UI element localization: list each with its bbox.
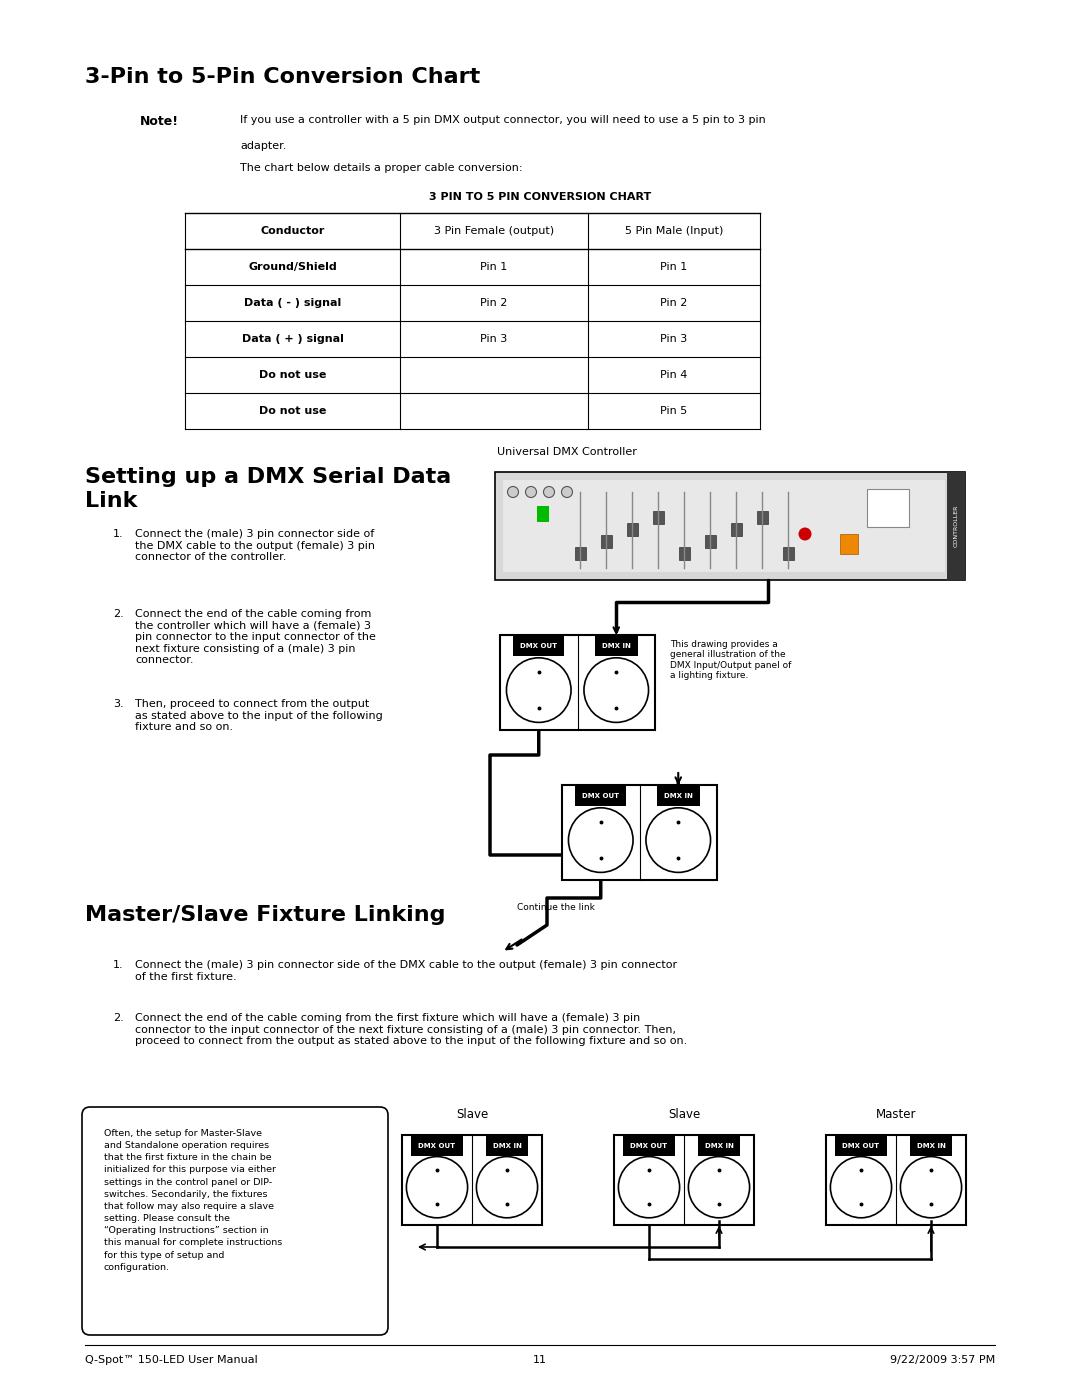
Text: 9/22/2009 3:57 PM: 9/22/2009 3:57 PM — [890, 1355, 995, 1365]
Text: 2.: 2. — [113, 1013, 124, 1023]
Bar — [500, 636, 654, 731]
Text: Ground/Shield: Ground/Shield — [248, 263, 337, 272]
Text: Pin 1: Pin 1 — [481, 263, 508, 272]
Text: Pin 2: Pin 2 — [660, 298, 688, 307]
Bar — [947, 472, 966, 580]
Text: Setting up a DMX Serial Data
Link: Setting up a DMX Serial Data Link — [85, 467, 451, 511]
Text: Pin 2: Pin 2 — [481, 298, 508, 307]
Text: Note!: Note! — [140, 115, 179, 129]
Text: Do not use: Do not use — [259, 407, 326, 416]
Text: Pin 3: Pin 3 — [481, 334, 508, 344]
Text: Connect the end of the cable coming from
the controller which will have a (femal: Connect the end of the cable coming from… — [135, 609, 376, 665]
Circle shape — [584, 658, 649, 722]
FancyBboxPatch shape — [495, 472, 966, 580]
Circle shape — [562, 486, 572, 497]
FancyBboxPatch shape — [82, 1106, 388, 1336]
Bar — [402, 1134, 542, 1225]
Text: Pin 4: Pin 4 — [660, 370, 688, 380]
Text: Pin 5: Pin 5 — [660, 407, 688, 416]
Text: Slave: Slave — [456, 1108, 488, 1120]
Circle shape — [507, 658, 571, 722]
Circle shape — [476, 1157, 538, 1218]
Bar — [756, 511, 768, 524]
Text: Connect the (male) 3 pin connector side of the DMX cable to the output (female) : Connect the (male) 3 pin connector side … — [135, 960, 677, 982]
Text: DMX OUT: DMX OUT — [631, 1143, 667, 1148]
Bar — [867, 489, 909, 527]
Text: 3 PIN TO 5 PIN CONVERSION CHART: 3 PIN TO 5 PIN CONVERSION CHART — [429, 191, 651, 203]
Text: DMX IN: DMX IN — [664, 793, 692, 799]
Bar — [575, 548, 585, 560]
Text: 1.: 1. — [113, 960, 123, 970]
Text: Pin 3: Pin 3 — [660, 334, 688, 344]
Text: Conductor: Conductor — [260, 226, 325, 236]
Bar — [600, 535, 611, 548]
Text: DMX OUT: DMX OUT — [418, 1143, 456, 1148]
Bar — [626, 522, 637, 536]
Circle shape — [901, 1157, 961, 1218]
Bar — [826, 1134, 966, 1225]
Text: Slave: Slave — [667, 1108, 700, 1120]
Text: DMX OUT: DMX OUT — [582, 793, 619, 799]
Bar — [537, 506, 549, 522]
Text: DMX IN: DMX IN — [492, 1143, 522, 1148]
Text: 3-Pin to 5-Pin Conversion Chart: 3-Pin to 5-Pin Conversion Chart — [85, 67, 481, 87]
Text: If you use a controller with a 5 pin DMX output connector, you will need to use : If you use a controller with a 5 pin DMX… — [240, 115, 766, 124]
Circle shape — [543, 486, 554, 497]
Text: Master: Master — [876, 1108, 916, 1120]
Text: The chart below details a proper cable conversion:: The chart below details a proper cable c… — [240, 163, 523, 173]
Circle shape — [406, 1157, 468, 1218]
Text: Connect the (male) 3 pin connector side of
the DMX cable to the output (female) : Connect the (male) 3 pin connector side … — [135, 529, 375, 562]
Text: Data ( - ) signal: Data ( - ) signal — [244, 298, 341, 307]
Bar — [652, 511, 663, 524]
Circle shape — [526, 486, 537, 497]
Text: 3 Pin Female (output): 3 Pin Female (output) — [434, 226, 554, 236]
Text: adapter.: adapter. — [240, 141, 286, 151]
Text: DMX OUT: DMX OUT — [842, 1143, 879, 1148]
Circle shape — [831, 1157, 892, 1218]
Text: Connect the end of the cable coming from the first fixture which will have a (fe: Connect the end of the cable coming from… — [135, 1013, 687, 1046]
Text: DMX IN: DMX IN — [602, 643, 631, 650]
Text: CONTROLLER: CONTROLLER — [954, 504, 959, 548]
Bar — [783, 548, 794, 560]
Text: 5 Pin Male (Input): 5 Pin Male (Input) — [625, 226, 724, 236]
Text: Master/Slave Fixture Linking: Master/Slave Fixture Linking — [85, 905, 446, 925]
Bar — [840, 534, 858, 555]
Bar — [615, 1134, 754, 1225]
Text: Often, the setup for Master-Slave
and Standalone operation requires
that the fir: Often, the setup for Master-Slave and St… — [104, 1129, 282, 1271]
Bar — [730, 522, 742, 536]
Text: Q-Spot™ 150-LED User Manual: Q-Spot™ 150-LED User Manual — [85, 1355, 258, 1365]
Circle shape — [646, 807, 711, 872]
Bar — [678, 548, 689, 560]
Circle shape — [798, 528, 811, 541]
Circle shape — [508, 486, 518, 497]
Bar — [503, 481, 945, 571]
Text: Pin 1: Pin 1 — [660, 263, 688, 272]
Text: 11: 11 — [534, 1355, 546, 1365]
Circle shape — [688, 1157, 750, 1218]
Text: This drawing provides a
general illustration of the
DMX Input/Output panel of
a : This drawing provides a general illustra… — [670, 640, 792, 680]
Text: DMX OUT: DMX OUT — [521, 643, 557, 650]
Text: 1.: 1. — [113, 529, 123, 539]
Text: Data ( + ) signal: Data ( + ) signal — [242, 334, 343, 344]
Text: 2.: 2. — [113, 609, 124, 619]
Text: Continue the link: Continue the link — [517, 902, 595, 912]
Circle shape — [568, 807, 633, 872]
Circle shape — [619, 1157, 679, 1218]
Text: Then, proceed to connect from the output
as stated above to the input of the fol: Then, proceed to connect from the output… — [135, 698, 382, 732]
Text: Universal DMX Controller: Universal DMX Controller — [497, 447, 637, 457]
Bar — [562, 785, 717, 880]
Text: DMX IN: DMX IN — [704, 1143, 733, 1148]
Text: 3.: 3. — [113, 698, 123, 710]
Text: DMX IN: DMX IN — [917, 1143, 945, 1148]
Bar — [704, 535, 715, 548]
Text: Do not use: Do not use — [259, 370, 326, 380]
